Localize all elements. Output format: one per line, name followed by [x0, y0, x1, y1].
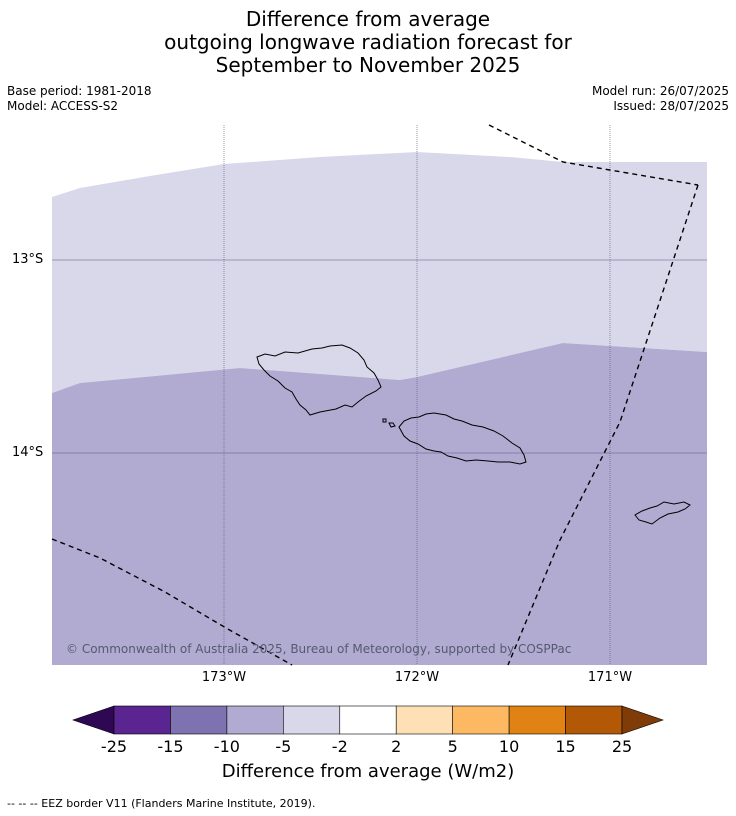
colorbar-tick-label: -25 [100, 737, 128, 756]
model-name: Model: ACCESS-S2 [7, 99, 119, 113]
graticule [52, 125, 707, 665]
island-savaii [256, 344, 382, 416]
title-line-1: Difference from average [245, 7, 491, 31]
lon-label-172w: 172°W [394, 670, 440, 685]
model-run: Model run: 26/07/2025 [591, 84, 729, 98]
title-line-3: September to November 2025 [215, 53, 521, 77]
colorbar-segment [113, 705, 171, 735]
colorbar-tick-label: -2 [331, 737, 348, 756]
issued-date: Issued: 28/07/2025 [613, 99, 729, 113]
colorbar-tick-label: 15 [555, 737, 576, 756]
title-line-2: outgoing longwave radiation forecast for [164, 30, 572, 54]
colorbar-segment [452, 705, 510, 735]
meta-right: Model run: 26/07/2025 Issued: 28/07/2025 [592, 84, 729, 114]
copyright-notice: © Commonwealth of Australia 2025, Bureau… [66, 642, 572, 656]
colorbar-segment [395, 705, 453, 735]
base-period: Base period: 1981-2018 [7, 84, 152, 98]
eez-border-east [507, 184, 699, 666]
lat-label-13s: 13°S [12, 252, 44, 267]
colorbar-tick-label: 10 [498, 737, 520, 756]
colorbar-tick-label: 25 [611, 737, 633, 756]
colorbar-segment [339, 705, 397, 735]
colorbar-tick-label: -15 [157, 737, 184, 756]
coastlines [256, 344, 691, 525]
lon-label-171w: 171°W [587, 670, 633, 685]
meta-left: Base period: 1981-2018 Model: ACCESS-S2 [7, 84, 152, 114]
eez-borders [51, 124, 699, 666]
island-tutuila [634, 501, 691, 525]
colorbar-label: Difference from average (W/m2) [221, 761, 515, 782]
lat-label-14s: 14°S [12, 445, 44, 460]
island-manono [388, 422, 396, 428]
eez-border-north [488, 124, 699, 186]
colorbar [72, 705, 664, 735]
colorbar-arrow-low [72, 705, 115, 735]
colorbar-segment [283, 705, 341, 735]
island-upolu [398, 412, 527, 465]
eez-footnote: -- -- -- EEZ border V11 (Flanders Marine… [7, 797, 316, 810]
colorbar-segment [565, 705, 623, 735]
colorbar-tick-label: -10 [213, 737, 240, 756]
olr-band-light [52, 152, 707, 393]
colorbar-arrow-high [621, 705, 664, 735]
colorbar-tick-label: 5 [447, 737, 458, 756]
colorbar-segment [508, 705, 566, 735]
island-apolima [382, 418, 387, 423]
map-title: Difference from average outgoing longwav… [0, 8, 736, 77]
lon-label-173w: 173°W [201, 670, 247, 685]
colorbar-tick-label: -5 [275, 737, 292, 756]
colorbar-segment [170, 705, 228, 735]
olr-band-medium [52, 343, 707, 665]
colorbar-segment [226, 705, 284, 735]
colorbar-tick-label: 2 [391, 737, 402, 756]
